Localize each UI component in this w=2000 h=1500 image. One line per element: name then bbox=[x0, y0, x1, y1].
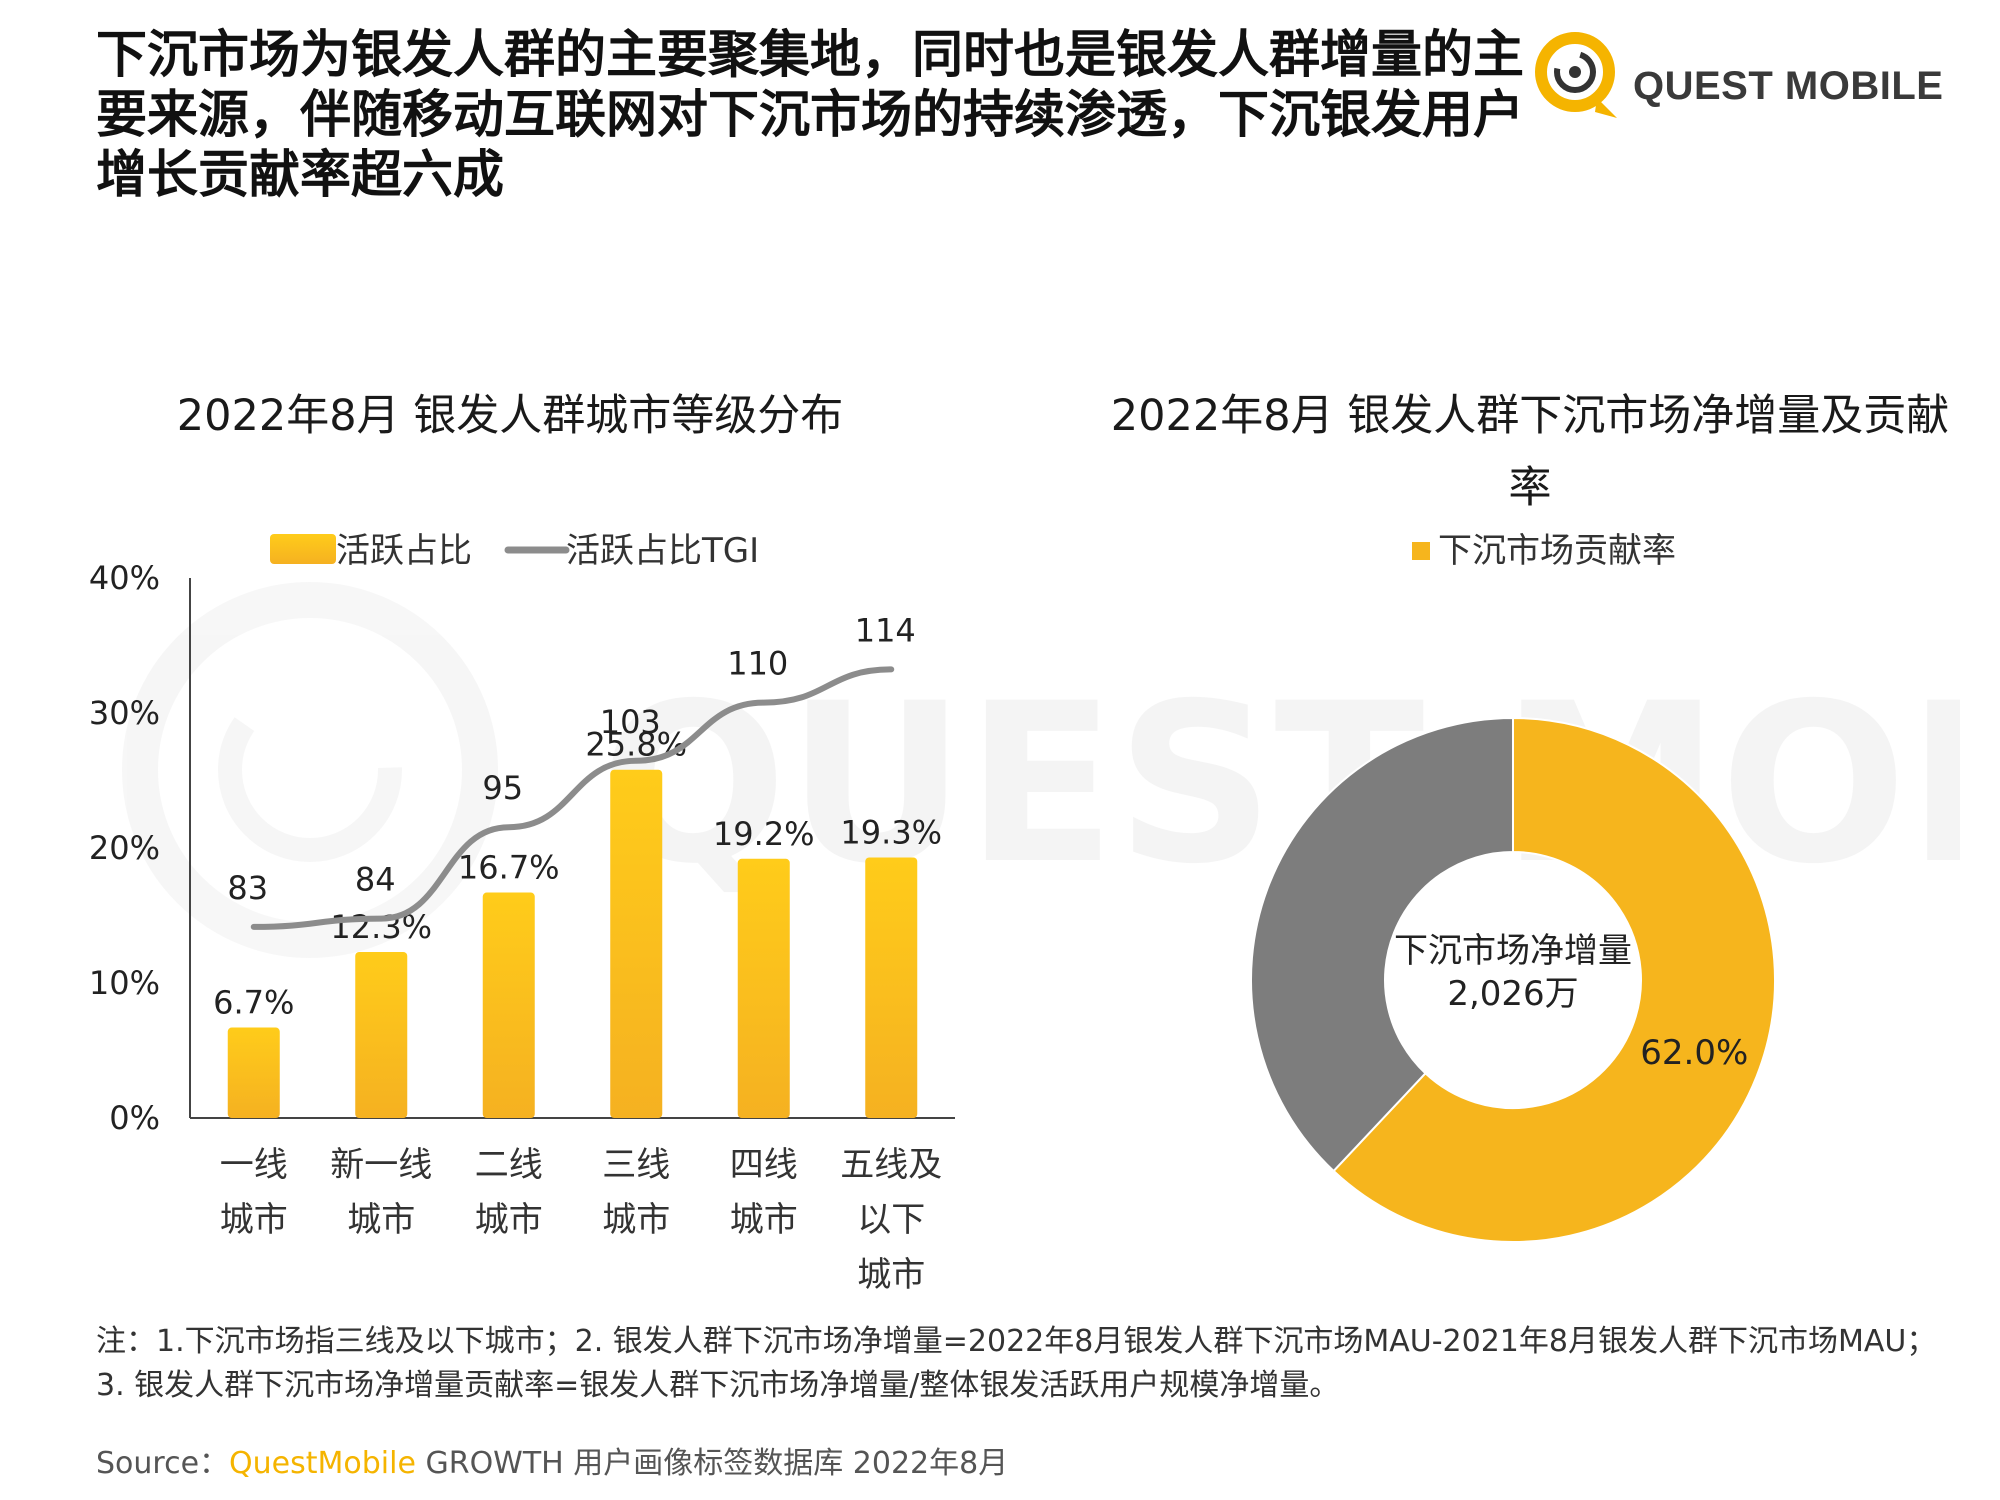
x-category-label: 新一线 bbox=[330, 1145, 432, 1185]
bar-value-label: 25.8% bbox=[585, 726, 687, 764]
bar-series bbox=[227, 769, 918, 1118]
bar bbox=[610, 769, 663, 1118]
x-category-label: 城市 bbox=[602, 1200, 670, 1240]
y-tick-label: 30% bbox=[89, 694, 160, 732]
x-category-label: 五线及 bbox=[840, 1145, 942, 1185]
donut-chart-title: 2022年8月 银发人群下沉市场净增量及贡献率 bbox=[1110, 391, 1950, 513]
donut-slice bbox=[1332, 716, 1776, 1243]
tgi-data-labels: 83 84 95 103 110 114 bbox=[227, 611, 915, 907]
legend-swatch-contribution bbox=[1412, 542, 1430, 560]
contribution-donut-chart: 下沉市场贡献率 62.0% 下沉市场净增量 2,026万 bbox=[1250, 531, 1776, 1243]
bar-value-label: 12.3% bbox=[330, 908, 432, 946]
bar bbox=[737, 858, 790, 1118]
x-category-label: 三线 bbox=[602, 1145, 670, 1185]
y-tick-label: 40% bbox=[89, 559, 160, 597]
x-category-label: 城市 bbox=[730, 1200, 798, 1240]
x-category-label: 二线 bbox=[475, 1145, 543, 1185]
logo-text: QUEST MOBILE bbox=[1633, 64, 1944, 108]
tgi-value-label: 83 bbox=[227, 869, 268, 907]
tgi-line bbox=[250, 666, 895, 930]
donut-center-title: 下沉市场净增量 bbox=[1394, 931, 1632, 971]
questmobile-logo: QUEST MOBILE bbox=[1525, 22, 1945, 132]
bar bbox=[355, 951, 408, 1118]
x-category-label: 以下 bbox=[857, 1200, 925, 1240]
tgi-value-label: 84 bbox=[355, 861, 396, 899]
source-brand: QuestMobile bbox=[229, 1446, 416, 1481]
y-tick-label: 0% bbox=[109, 1099, 160, 1137]
bar bbox=[865, 857, 918, 1118]
bar-chart-legend: 活跃占比 活跃占比TGI bbox=[270, 531, 759, 571]
legend-swatch-bar bbox=[270, 534, 336, 564]
city-tier-bar-chart: 活跃占比 活跃占比TGI 0% 10% 20% 30% 40% 6.7% 12.3% 16.… bbox=[89, 531, 955, 1295]
legend-label-contribution: 下沉市场贡献率 bbox=[1438, 531, 1676, 571]
donut-legend: 下沉市场贡献率 bbox=[1412, 531, 1676, 571]
donut-center-value: 2,026万 bbox=[1447, 974, 1578, 1014]
donut-slice bbox=[1250, 716, 1514, 1173]
footnote: 注：1.下沉市场指三线及以下城市；2. 银发人群下沉市场净增量=2022年8月银… bbox=[96, 1324, 1937, 1403]
y-tick-label: 10% bbox=[89, 964, 160, 1002]
source-text: GROWTH 用户画像标签数据库 2022年8月 bbox=[415, 1446, 1009, 1481]
x-category-label: 城市 bbox=[347, 1200, 415, 1240]
bar-value-label: 6.7% bbox=[213, 984, 294, 1022]
donut-slices bbox=[1250, 716, 1776, 1243]
tgi-value-label: 110 bbox=[727, 645, 788, 683]
x-category-label: 城市 bbox=[220, 1200, 288, 1240]
bar-value-label: 19.3% bbox=[840, 813, 942, 851]
x-category-label: 一线 bbox=[220, 1145, 288, 1185]
x-category-label: 城市 bbox=[857, 1255, 925, 1295]
donut-slice-label: 62.0% bbox=[1640, 1033, 1748, 1073]
legend-label-bar: 活跃占比 bbox=[336, 531, 472, 571]
bar bbox=[482, 892, 535, 1118]
source-label: Source： bbox=[96, 1446, 230, 1481]
x-category-label: 城市 bbox=[475, 1200, 543, 1240]
legend-label-line: 活跃占比TGI bbox=[566, 531, 759, 571]
y-tick-label: 20% bbox=[89, 829, 160, 867]
y-axis-ticks: 0% 10% 20% 30% 40% bbox=[89, 559, 160, 1137]
bar-value-label: 19.2% bbox=[713, 815, 815, 853]
x-category-label: 四线 bbox=[730, 1145, 798, 1185]
bar-value-label: 16.7% bbox=[458, 849, 560, 887]
logo-mark-icon bbox=[1535, 32, 1617, 118]
bar bbox=[227, 1027, 280, 1118]
page-headline: 下沉市场为银发人群的主要聚集地，同时也是银发人群增量的主要来源，伴随移动互联网对… bbox=[96, 26, 1525, 205]
tgi-value-label: 103 bbox=[600, 703, 661, 741]
bar-data-labels: 6.7% 12.3% 16.7% 25.8% 19.2% 19.3% bbox=[213, 726, 942, 1022]
bar-chart-title: 2022年8月 银发人群城市等级分布 bbox=[176, 391, 844, 441]
tgi-value-label: 95 bbox=[482, 769, 523, 807]
tgi-value-label: 114 bbox=[855, 611, 916, 649]
source-line: Source：QuestMobile GROWTH 用户画像标签数据库 2022… bbox=[96, 1438, 1008, 1482]
